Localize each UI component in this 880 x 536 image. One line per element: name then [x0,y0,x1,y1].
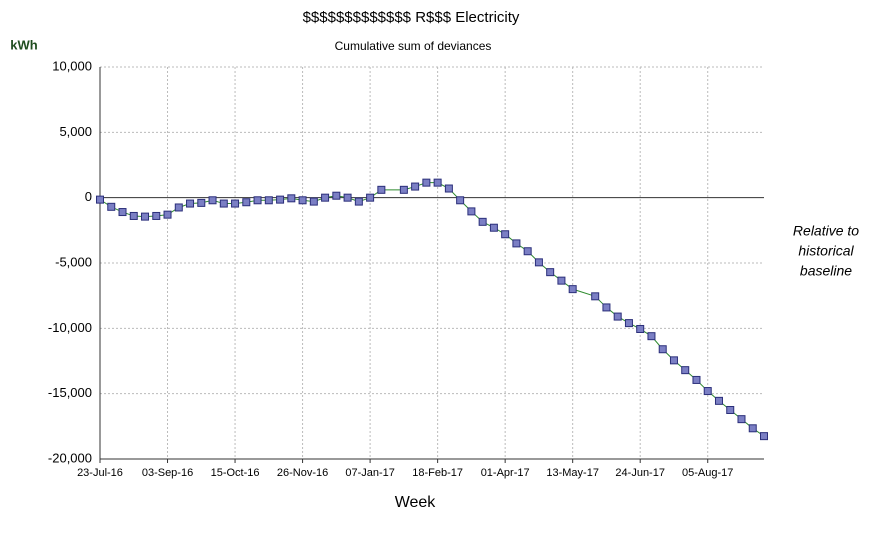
x-tick-label: 03-Sep-16 [142,467,193,479]
data-point [366,193,375,202]
data-point [298,196,307,205]
data-point [748,424,757,433]
y-tick-label: -20,000 [48,450,92,465]
data-point [591,292,600,301]
data-point [287,194,296,203]
data-point [174,203,183,212]
data-point [422,178,431,187]
data-point [399,185,408,194]
data-point [264,196,273,205]
data-point [411,182,420,191]
data-point [186,199,195,208]
x-tick-label: 07-Jan-17 [345,467,395,479]
data-point [546,268,555,277]
data-point [118,208,127,217]
x-tick-label: 05-Aug-17 [682,467,733,479]
data-point [321,193,330,202]
data-point [276,195,285,204]
data-point [534,258,543,267]
y-axis-label: kWh [10,37,38,52]
data-point [737,415,746,424]
chart-subtitle: Cumulative sum of deviances [335,39,492,53]
data-point [242,198,251,207]
data-point [568,285,577,294]
data-point [377,185,386,194]
data-point [141,212,150,221]
data-point [467,207,476,216]
data-point [760,432,768,441]
x-tick-label: 23-Jul-16 [77,467,123,479]
data-point [456,196,465,205]
data-point [219,199,228,208]
data-point [726,406,735,414]
data-point [433,178,442,187]
y-tick-label: -10,000 [48,320,92,335]
data-point [624,319,633,328]
data-point [107,202,116,211]
data-point [129,211,138,220]
data-point [613,312,622,321]
data-point [332,191,341,200]
data-point [309,197,318,206]
annotation: historical [798,243,854,259]
y-tick-label: 5,000 [59,124,92,139]
data-point [478,217,487,226]
chart-title: $$$$$$$$$$$$$ R$$$ Electricity [303,9,520,26]
annotation: baseline [800,263,852,279]
data-point [354,197,363,206]
data-point [669,356,678,365]
data-point [703,387,712,396]
data-point [692,375,701,384]
x-tick-label: 15-Oct-16 [211,467,260,479]
data-point [96,195,104,204]
x-tick-label: 01-Apr-17 [481,467,530,479]
x-tick-label: 13-May-17 [546,467,599,479]
x-axis-label: Week [395,494,437,511]
data-point [163,210,172,219]
data-point [557,276,566,285]
x-tick-label: 26-Nov-16 [277,467,328,479]
x-tick-label: 18-Feb-17 [412,467,463,479]
data-point [523,247,532,256]
data-point [602,303,611,312]
data-point [512,239,521,248]
data-point [636,324,645,333]
data-point [501,230,510,239]
data-point [208,196,217,205]
data-line [99,182,765,437]
y-tick-label: -5,000 [55,254,92,269]
x-tick-label: 24-Jun-17 [615,467,665,479]
data-point [253,196,262,205]
annotation: Relative to [793,223,859,239]
data-point [489,223,498,232]
data-point [658,345,667,354]
data-point [714,396,723,405]
data-point [197,198,206,207]
y-tick-label: 10,000 [52,58,92,73]
data-point [231,199,240,208]
data-point [681,366,690,375]
y-tick-label: 0 [85,189,92,204]
y-tick-label: -15,000 [48,385,92,400]
data-point [152,211,161,220]
data-point [343,193,352,202]
data-point [647,332,656,341]
data-point [444,184,453,193]
